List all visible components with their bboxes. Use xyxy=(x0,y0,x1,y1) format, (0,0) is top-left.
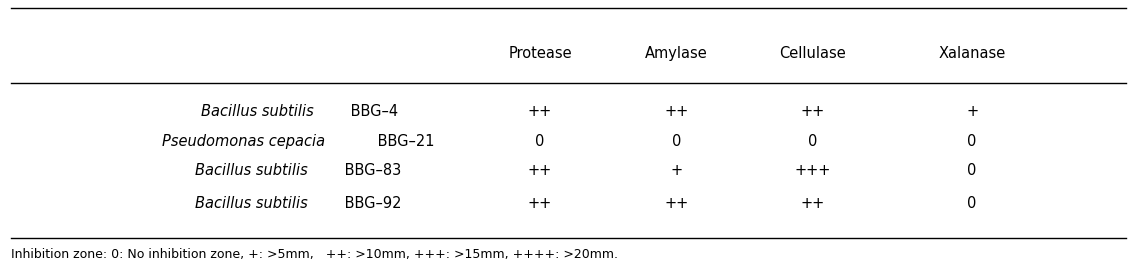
Text: Protease: Protease xyxy=(508,46,572,61)
Text: BBG–4: BBG–4 xyxy=(346,104,398,119)
Text: 0: 0 xyxy=(968,196,977,211)
Text: ++: ++ xyxy=(800,196,825,211)
Text: ++: ++ xyxy=(800,104,825,119)
Text: BBG–21: BBG–21 xyxy=(373,134,434,149)
Text: ++: ++ xyxy=(528,196,553,211)
Text: +++: +++ xyxy=(795,163,831,178)
Text: Bacillus subtilis: Bacillus subtilis xyxy=(200,104,314,119)
Text: +: + xyxy=(966,104,978,119)
Text: Cellulase: Cellulase xyxy=(780,46,846,61)
Text: ++: ++ xyxy=(528,163,553,178)
Text: 0: 0 xyxy=(968,134,977,149)
Text: +: + xyxy=(671,163,682,178)
Text: Bacillus subtilis: Bacillus subtilis xyxy=(194,196,307,211)
Text: 0: 0 xyxy=(672,134,681,149)
Text: 0: 0 xyxy=(536,134,545,149)
Text: ++: ++ xyxy=(528,104,553,119)
Text: Inhibition zone: 0: No inhibition zone, +: >5mm,   ++: >10mm, +++: >15mm, ++++: : Inhibition zone: 0: No inhibition zone, … xyxy=(11,248,619,261)
Text: Pseudomonas cepacia: Pseudomonas cepacia xyxy=(163,134,325,149)
Text: ++: ++ xyxy=(664,104,689,119)
Text: BBG–92: BBG–92 xyxy=(340,196,401,211)
Text: 0: 0 xyxy=(808,134,818,149)
Text: Xalanase: Xalanase xyxy=(938,46,1006,61)
Text: 0: 0 xyxy=(968,163,977,178)
Text: Amylase: Amylase xyxy=(645,46,708,61)
Text: Bacillus subtilis: Bacillus subtilis xyxy=(194,163,307,178)
Text: BBG–83: BBG–83 xyxy=(340,163,401,178)
Text: ++: ++ xyxy=(664,196,689,211)
